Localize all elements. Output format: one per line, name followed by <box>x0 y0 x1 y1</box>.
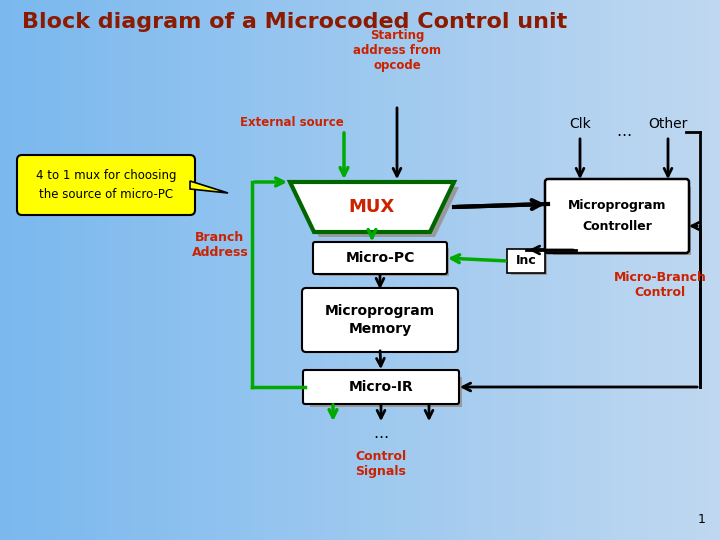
Bar <box>108 0 121 540</box>
Bar <box>636 0 649 540</box>
Bar <box>372 0 385 540</box>
Bar <box>60 0 73 540</box>
Bar <box>120 0 133 540</box>
Bar <box>672 0 685 540</box>
FancyBboxPatch shape <box>507 249 545 273</box>
Bar <box>408 0 421 540</box>
Bar <box>252 0 265 540</box>
Text: 4 to 1 mux for choosing: 4 to 1 mux for choosing <box>36 170 176 183</box>
Text: Other: Other <box>648 117 688 131</box>
Bar <box>288 0 301 540</box>
Text: Inc: Inc <box>516 254 536 267</box>
FancyBboxPatch shape <box>313 242 447 274</box>
Bar <box>432 0 445 540</box>
Bar <box>576 0 589 540</box>
Bar <box>192 0 205 540</box>
Text: the source of micro-PC: the source of micro-PC <box>39 187 173 200</box>
Text: Microprogram: Microprogram <box>325 304 435 318</box>
Bar <box>528 0 541 540</box>
Text: …: … <box>616 125 631 139</box>
Polygon shape <box>290 182 454 232</box>
Bar <box>12 0 25 540</box>
Text: Starting
address from
opcode: Starting address from opcode <box>353 29 441 72</box>
Bar <box>0 0 13 540</box>
Bar <box>216 0 229 540</box>
Bar <box>516 0 529 540</box>
Bar <box>684 0 697 540</box>
Bar <box>312 0 325 540</box>
Bar <box>552 0 565 540</box>
Bar <box>564 0 577 540</box>
Bar <box>336 0 349 540</box>
Bar <box>540 0 553 540</box>
Text: Micro-Branch
Control: Micro-Branch Control <box>613 271 706 299</box>
Bar <box>660 0 673 540</box>
Bar <box>144 0 157 540</box>
Text: 1: 1 <box>698 513 706 526</box>
Text: Block diagram of a Microcoded Control unit: Block diagram of a Microcoded Control un… <box>22 12 567 32</box>
Polygon shape <box>295 187 459 237</box>
Bar <box>168 0 181 540</box>
Text: Memory: Memory <box>348 322 412 336</box>
Bar <box>48 0 61 540</box>
Bar <box>84 0 97 540</box>
Bar <box>708 0 720 540</box>
Text: MUX: MUX <box>349 198 395 216</box>
FancyBboxPatch shape <box>545 179 689 253</box>
Text: Controller: Controller <box>582 219 652 233</box>
Bar <box>396 0 409 540</box>
FancyBboxPatch shape <box>303 370 459 404</box>
FancyBboxPatch shape <box>17 155 195 215</box>
Bar <box>228 0 241 540</box>
Bar <box>553 187 691 255</box>
Bar <box>696 0 709 540</box>
Bar <box>348 0 361 540</box>
Bar <box>468 0 481 540</box>
Bar <box>276 0 289 540</box>
Bar <box>36 0 49 540</box>
Bar <box>600 0 613 540</box>
Bar <box>132 0 145 540</box>
Bar <box>300 0 313 540</box>
Bar <box>588 0 601 540</box>
Bar <box>480 0 493 540</box>
Bar <box>240 0 253 540</box>
Bar <box>648 0 661 540</box>
Bar <box>311 297 459 353</box>
FancyBboxPatch shape <box>302 288 458 352</box>
Bar <box>180 0 193 540</box>
Text: …: … <box>374 427 389 442</box>
Bar <box>612 0 625 540</box>
Text: Control
Signals: Control Signals <box>356 450 407 478</box>
Bar <box>319 248 449 276</box>
Bar <box>444 0 457 540</box>
Bar <box>156 0 169 540</box>
Bar <box>324 0 337 540</box>
Bar <box>456 0 469 540</box>
Bar <box>310 377 462 407</box>
Bar <box>72 0 85 540</box>
Bar <box>24 0 37 540</box>
Bar <box>624 0 637 540</box>
Bar <box>420 0 433 540</box>
Text: External source: External source <box>240 116 344 129</box>
Text: Clk: Clk <box>569 117 591 131</box>
Bar <box>492 0 505 540</box>
Bar <box>264 0 277 540</box>
Text: Branch
Address: Branch Address <box>192 231 248 259</box>
Bar <box>384 0 397 540</box>
Bar <box>96 0 109 540</box>
Polygon shape <box>190 181 228 193</box>
Text: Microprogram: Microprogram <box>568 199 666 213</box>
Bar <box>204 0 217 540</box>
Bar <box>360 0 373 540</box>
Text: Micro-IR: Micro-IR <box>348 380 413 394</box>
Text: Micro-PC: Micro-PC <box>346 251 415 265</box>
Bar <box>511 253 547 275</box>
Bar <box>504 0 517 540</box>
